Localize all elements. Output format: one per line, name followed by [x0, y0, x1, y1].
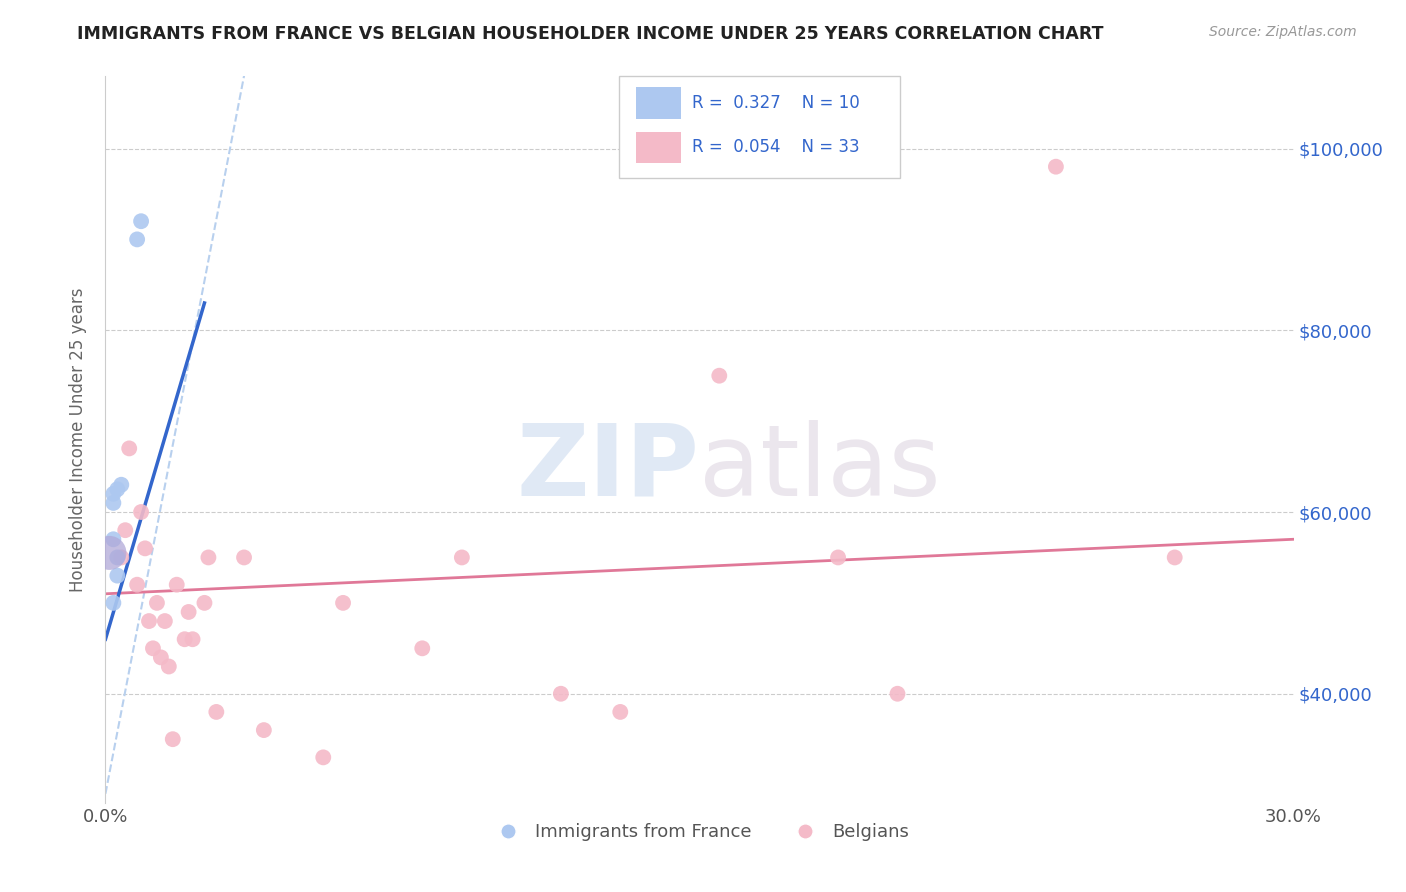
Point [103, 596, 125, 610]
Point [98, 546, 121, 560]
Point [162, 732, 184, 747]
Point [103, 487, 125, 501]
Point [177, 605, 200, 619]
Point [110, 477, 132, 491]
Point [118, 442, 141, 456]
Point [166, 578, 188, 592]
Point [709, 368, 731, 383]
Point [105, 483, 128, 497]
Point [233, 550, 256, 565]
Point [114, 523, 136, 537]
Point [153, 614, 176, 628]
Point [105, 568, 128, 582]
Point [134, 541, 156, 556]
Point [253, 723, 276, 737]
Point [129, 214, 152, 228]
Point [411, 641, 433, 656]
Point [197, 550, 219, 565]
Point [609, 705, 631, 719]
Point [886, 687, 908, 701]
Text: Source: ZipAtlas.com: Source: ZipAtlas.com [1209, 25, 1357, 39]
Point [146, 596, 169, 610]
Point [193, 596, 215, 610]
Point [205, 705, 228, 719]
Point [827, 550, 849, 565]
Point [127, 232, 149, 246]
Point [1164, 550, 1187, 565]
Text: R =  0.054    N = 33: R = 0.054 N = 33 [692, 138, 859, 156]
Point [127, 578, 149, 592]
Text: atlas: atlas [700, 420, 941, 516]
Point [110, 550, 132, 565]
Point [129, 505, 152, 519]
Point [105, 550, 128, 565]
Point [173, 632, 195, 647]
Text: IMMIGRANTS FROM FRANCE VS BELGIAN HOUSEHOLDER INCOME UNDER 25 YEARS CORRELATION : IMMIGRANTS FROM FRANCE VS BELGIAN HOUSEH… [77, 25, 1104, 43]
Y-axis label: Householder Income Under 25 years: Householder Income Under 25 years [69, 287, 87, 591]
Point [550, 687, 572, 701]
Point [157, 659, 180, 673]
Point [103, 496, 125, 510]
Point [181, 632, 204, 647]
Text: ZIP: ZIP [516, 420, 700, 516]
Point [142, 641, 165, 656]
Legend: Immigrants from France, Belgians: Immigrants from France, Belgians [482, 816, 917, 848]
Point [312, 750, 335, 764]
Point [138, 614, 160, 628]
Text: R =  0.327    N = 10: R = 0.327 N = 10 [692, 94, 859, 112]
Point [1045, 160, 1067, 174]
Point [450, 550, 472, 565]
Point [332, 596, 354, 610]
Point [149, 650, 172, 665]
Point [103, 533, 125, 547]
